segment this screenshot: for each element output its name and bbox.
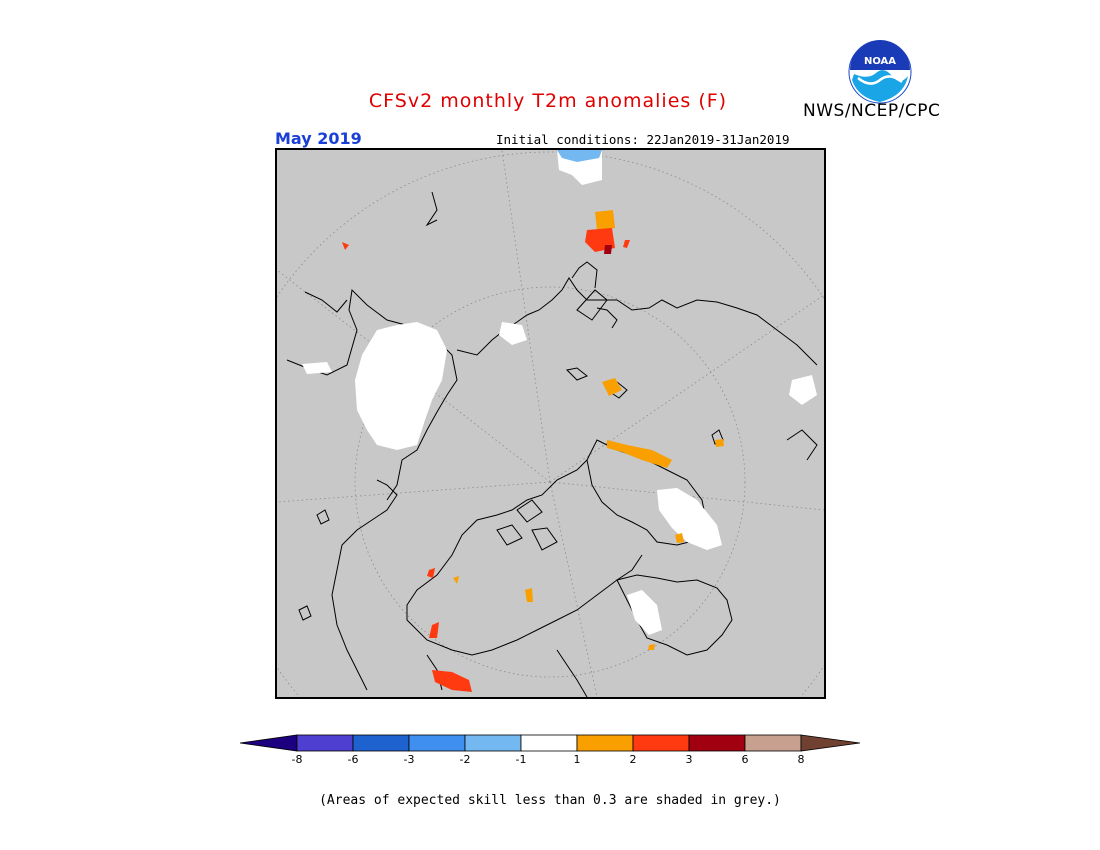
legend-arrow-high [800, 734, 861, 752]
white-anomalies [302, 150, 817, 635]
coastlines [286, 191, 818, 697]
warm-anomalies [342, 210, 724, 692]
legend-tick: -2 [459, 753, 471, 766]
cool-anomaly [557, 150, 602, 162]
legend-swatch [520, 734, 578, 752]
legend-tick: -1 [515, 753, 527, 766]
map-title: CFSv2 monthly T2m anomalies (F) [368, 90, 728, 112]
legend-tick: -8 [291, 753, 303, 766]
legend-swatch [632, 734, 690, 752]
legend-swatch [744, 734, 802, 752]
legend-tick: 3 [685, 753, 693, 766]
month-label: May 2019 [275, 129, 362, 148]
legend-tick: -3 [403, 753, 415, 766]
legend-tick: 2 [629, 753, 637, 766]
legend-tick: 6 [741, 753, 749, 766]
noaa-logo: NOAA [848, 40, 912, 104]
graticule [277, 150, 824, 697]
color-legend [240, 734, 861, 752]
legend-tick: 1 [573, 753, 581, 766]
legend-arrow-low [240, 734, 298, 752]
legend-swatch [352, 734, 410, 752]
legend-tick: -6 [347, 753, 359, 766]
legend-swatch [464, 734, 522, 752]
skill-footnote: (Areas of expected skill less than 0.3 a… [319, 793, 781, 808]
legend-swatch [688, 734, 746, 752]
polar-map [275, 148, 826, 699]
legend-swatch [576, 734, 634, 752]
agency-label: NWS/NCEP/CPC [803, 101, 941, 121]
legend-swatch [296, 734, 354, 752]
initial-conditions: Initial conditions: 22Jan2019-31Jan2019 [496, 132, 790, 147]
legend-swatch [408, 734, 466, 752]
map-canvas [277, 150, 824, 697]
legend-tick: 8 [797, 753, 805, 766]
logo-text: NOAA [864, 56, 896, 67]
